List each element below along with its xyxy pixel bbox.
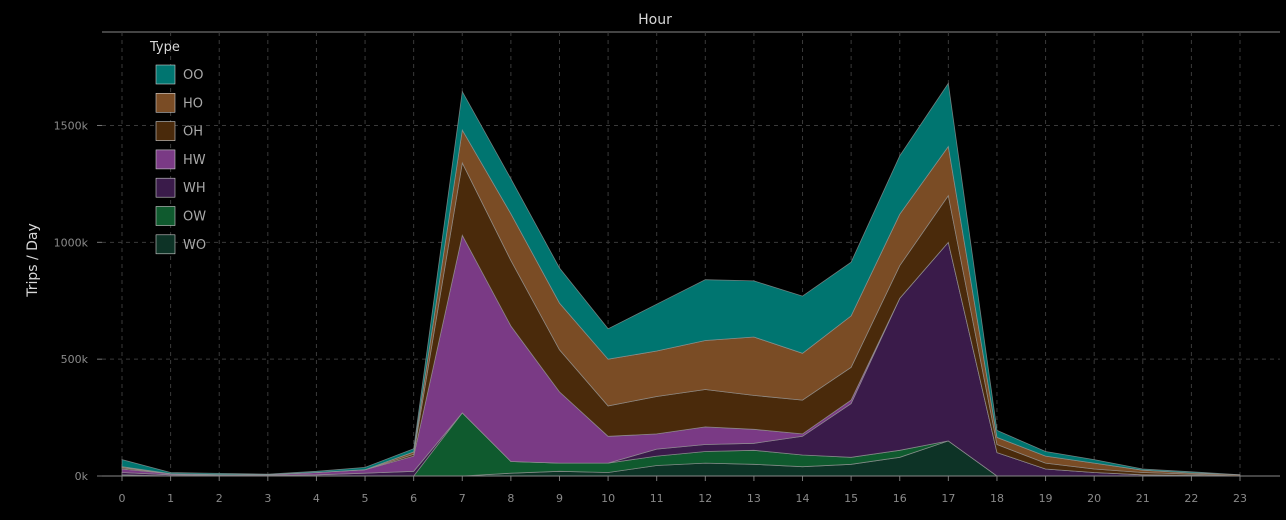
x-tick-label: 2	[216, 492, 223, 505]
x-tick-label: 4	[313, 492, 320, 505]
legend-swatch-wh	[155, 177, 176, 198]
x-tick-label: 12	[698, 492, 712, 505]
legend-label-wh: WH	[183, 181, 206, 196]
y-axis-title: Trips / Day	[25, 223, 41, 298]
y-tick-label: 500k	[61, 353, 89, 366]
x-tick-label: 22	[1184, 492, 1198, 505]
chart-title: Hour	[638, 12, 672, 28]
area-oo	[121, 82, 1241, 476]
y-tick-label: 0k	[75, 470, 89, 483]
x-tick-label: 6	[410, 492, 417, 505]
x-tick-label: 14	[796, 492, 810, 505]
x-tick-label: 8	[507, 492, 514, 505]
legend-swatch-ho	[155, 93, 176, 113]
x-tick-label: 11	[650, 492, 664, 505]
x-tick-label: 5	[362, 492, 369, 505]
x-tick-label: 19	[1039, 492, 1053, 505]
x-tick-label: 0	[119, 492, 126, 505]
x-tick-label: 23	[1233, 492, 1247, 505]
legend-swatch-wo	[155, 234, 176, 255]
x-tick-label: 13	[747, 492, 761, 505]
x-tick-label: 17	[941, 492, 955, 505]
legend-label-wo: WO	[183, 238, 206, 253]
legend-label-hw: HW	[183, 153, 206, 168]
x-tick-label: 1	[167, 492, 174, 505]
legend-label-ho: HO	[183, 96, 203, 111]
x-tick-label: 20	[1087, 492, 1101, 505]
legend-swatch-oo	[155, 64, 176, 85]
legend-swatch-ow	[155, 206, 176, 226]
legend-swatch-oh	[155, 121, 176, 141]
y-tick-label: 1500k	[54, 119, 89, 132]
legend-swatch-hw	[155, 149, 176, 170]
x-tick-label: 3	[264, 492, 271, 505]
x-tick-label: 16	[893, 492, 907, 505]
x-tick-label: 10	[601, 492, 615, 505]
x-tick-label: 21	[1136, 492, 1150, 505]
legend-title: Type	[149, 40, 180, 55]
x-tick-label: 9	[556, 492, 563, 505]
axes: 0 1 2 3 4 5 6 7 8 9 10 11 12 13 14 15 16 17 18 19 20 21 22 230k…	[54, 119, 1280, 505]
legend-label-oo: OO	[183, 68, 203, 83]
x-tick-label: 15	[844, 492, 858, 505]
legend-label-oh: OH	[183, 125, 203, 140]
legend: Type OO HO OH HW WH OW WO	[149, 40, 206, 255]
x-tick-label: 18	[990, 492, 1004, 505]
x-tick-label: 7	[459, 492, 466, 505]
legend-label-ow: OW	[183, 210, 206, 225]
y-tick-label: 1000k	[54, 236, 89, 249]
